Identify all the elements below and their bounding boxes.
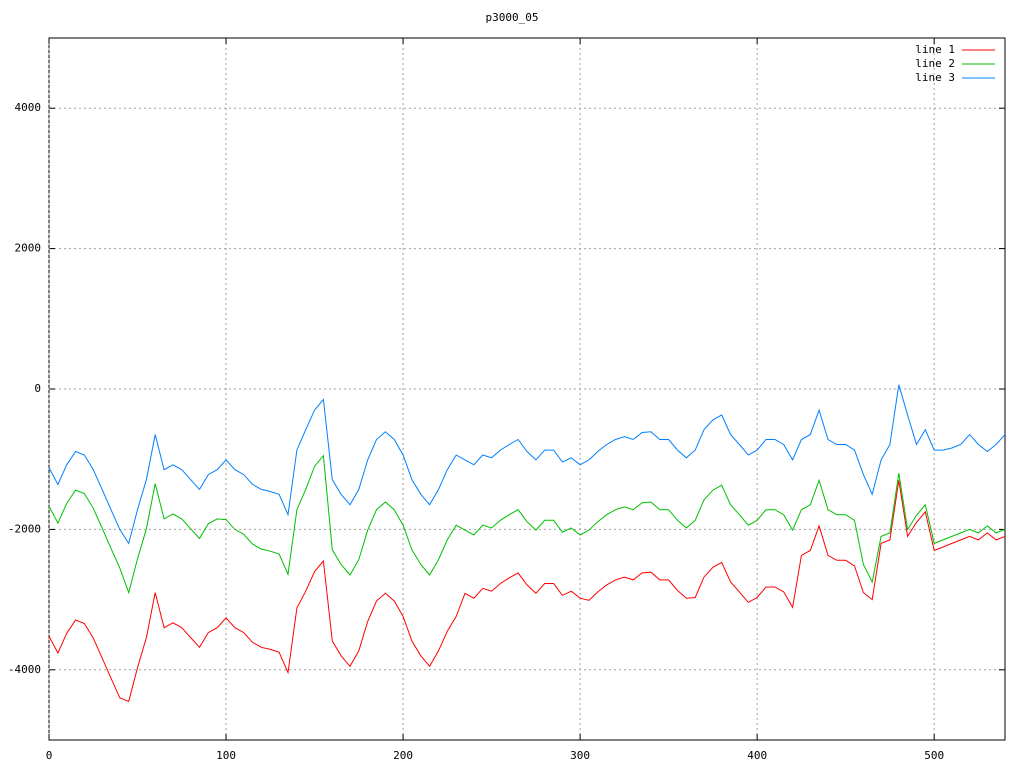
- y-tick-label: 0: [34, 382, 41, 395]
- y-tick-label: 4000: [15, 101, 42, 114]
- data-line: [48, 384, 1006, 545]
- x-tick-label: 0: [46, 749, 53, 762]
- x-tick-label: 300: [570, 749, 590, 762]
- y-tick-label: -4000: [8, 663, 41, 676]
- x-tick-label: 500: [924, 749, 944, 762]
- data-line: [48, 480, 1006, 703]
- x-tick-label: 100: [216, 749, 236, 762]
- legend-label: line 1: [915, 43, 955, 56]
- legend-label: line 2: [915, 57, 955, 70]
- y-tick-label: 2000: [15, 242, 42, 255]
- x-tick-label: 200: [393, 749, 413, 762]
- chart-title: p3000_05: [486, 11, 539, 24]
- x-tick-label: 400: [747, 749, 767, 762]
- plot-frame: [48, 37, 1006, 741]
- data-line: [48, 454, 1006, 595]
- legend-label: line 3: [915, 71, 955, 84]
- y-tick-label: -2000: [8, 522, 41, 535]
